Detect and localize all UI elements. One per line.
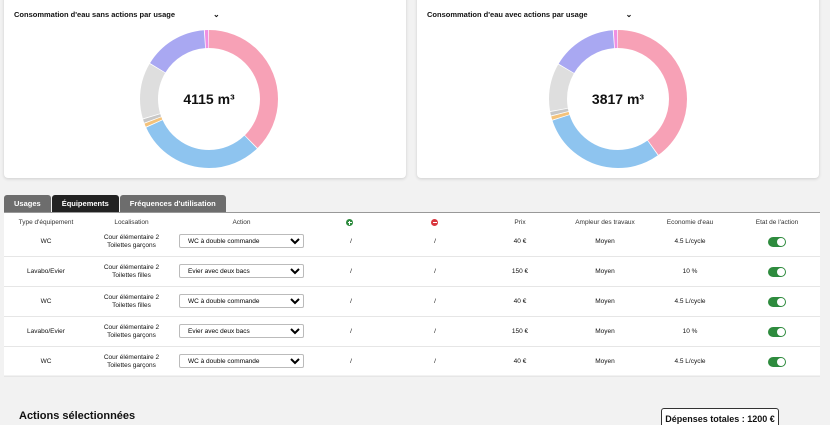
col-economie: Economie d'eau (666, 219, 714, 226)
table-row: Lavabo/Evier Cour élémentaire 2 Toilette… (4, 317, 820, 347)
cell-localisation-line2: Toilettes garçons (107, 361, 156, 369)
donut-segment-1[interactable] (549, 30, 687, 168)
cell-ampleur: Moyen (595, 268, 615, 275)
col-etat: Etat de l'action (755, 219, 799, 226)
minus-circle-icon (431, 219, 438, 226)
cell-plus: / (350, 328, 352, 335)
cell-localisation-line1: Cour élémentaire 2 (103, 264, 160, 271)
plus-circle-icon (346, 219, 353, 226)
cell-localisation-line2: Toilettes garçons (107, 331, 156, 339)
cell-localisation: Cour élémentaire 2 Toilettes garçons (89, 324, 174, 340)
cell-economie: 10 % (682, 328, 698, 335)
chart-title: Consommation d'eau avec actions par usag… (427, 10, 588, 19)
cell-type: WC (40, 298, 52, 305)
chevron-down-icon[interactable]: ⌄ (213, 10, 220, 19)
cell-economie: 4.5 L/cycle (674, 238, 706, 245)
cell-localisation-line2: Toilettes filles (112, 301, 151, 309)
chart-card-avec-actions: Consommation d'eau avec actions par usag… (417, 0, 819, 178)
tab-frequences[interactable]: Fréquences d'utilisation (119, 195, 226, 212)
cell-ampleur: Moyen (595, 298, 615, 305)
chart-header[interactable]: Consommation d'eau sans actions par usag… (14, 10, 220, 19)
chart-header[interactable]: Consommation d'eau avec actions par usag… (427, 10, 632, 19)
cell-type: Lavabo/Evier (27, 268, 65, 275)
cell-localisation-line2: Toilettes garçons (107, 241, 156, 249)
donut-segment-0[interactable] (140, 30, 278, 168)
action-toggle[interactable] (768, 327, 786, 337)
chart-card-sans-actions: Consommation d'eau sans actions par usag… (4, 0, 406, 178)
cell-minus: / (434, 268, 436, 275)
cell-localisation: Cour élémentaire 2 Toilettes filles (89, 264, 174, 280)
table-row: WC Cour élémentaire 2 Toilettes garçons … (4, 347, 820, 377)
donut-total: 4115 m³ (183, 91, 235, 107)
tab-equipements[interactable]: Équipements (51, 195, 119, 212)
col-localisation: Localisation (114, 219, 149, 226)
action-select[interactable]: WC à double commande (179, 234, 304, 248)
equipment-table: Type d'équipement Localisation Action Pr… (4, 212, 820, 377)
action-select[interactable]: WC à double commande (179, 294, 304, 308)
cell-economie: 4.5 L/cycle (674, 358, 706, 365)
donut-chart (549, 30, 687, 168)
chevron-down-icon[interactable]: ⌄ (625, 10, 633, 19)
selected-actions-title: Actions sélectionnées (19, 410, 136, 422)
cell-ampleur: Moyen (595, 358, 615, 365)
cell-ampleur: Moyen (595, 238, 615, 245)
action-toggle[interactable] (768, 237, 786, 247)
cell-minus: / (434, 328, 436, 335)
total-expenses-badge: Dépenses totales : 1200 € (661, 408, 779, 425)
cell-minus: / (434, 298, 436, 305)
cell-type: WC (40, 358, 52, 365)
action-select[interactable]: Evier avec deux bacs (179, 264, 304, 278)
cell-type: Lavabo/Evier (27, 328, 65, 335)
cell-economie: 4.5 L/cycle (674, 298, 706, 305)
action-toggle[interactable] (768, 297, 786, 307)
action-toggle[interactable] (768, 267, 786, 277)
chart-title: Consommation d'eau sans actions par usag… (14, 10, 175, 19)
cell-prix: 40 € (513, 298, 527, 305)
donut-chart (140, 30, 278, 168)
tab-usages[interactable]: Usages (4, 195, 51, 212)
table-row: WC Cour élémentaire 2 Toilettes filles W… (4, 287, 820, 317)
donut-segment-4[interactable] (549, 30, 687, 168)
tab-bar: Usages Équipements Fréquences d'utilisat… (4, 195, 227, 212)
action-select[interactable]: WC à double commande (179, 354, 304, 368)
table-header: Type d'équipement Localisation Action Pr… (4, 213, 820, 233)
cell-plus: / (350, 298, 352, 305)
col-prix: Prix (514, 219, 526, 226)
cell-minus: / (434, 358, 436, 365)
cell-minus: / (434, 238, 436, 245)
col-action: Action (232, 219, 251, 226)
cell-plus: / (350, 238, 352, 245)
cell-localisation: Cour élémentaire 2 Toilettes filles (89, 294, 174, 310)
cell-prix: 40 € (513, 358, 527, 365)
cell-localisation-line1: Cour élémentaire 2 (103, 294, 160, 301)
table-row: WC Cour élémentaire 2 Toilettes garçons … (4, 227, 820, 257)
cell-ampleur: Moyen (595, 328, 615, 335)
donut-segment-4[interactable] (140, 30, 278, 168)
cell-prix: 40 € (513, 238, 527, 245)
cell-localisation-line2: Toilettes filles (112, 271, 151, 279)
cell-prix: 150 € (511, 268, 529, 275)
table-row: Lavabo/Evier Cour élémentaire 2 Toilette… (4, 257, 820, 287)
col-ampleur: Ampleur des travaux (575, 219, 635, 226)
cell-localisation-line1: Cour élémentaire 2 (103, 354, 160, 361)
action-select[interactable]: Evier avec deux bacs (179, 324, 304, 338)
donut-segment-1[interactable] (140, 30, 278, 168)
donut-total: 3817 m³ (591, 91, 645, 107)
cell-localisation-line1: Cour élémentaire 2 (103, 324, 160, 331)
cell-plus: / (350, 268, 352, 275)
cell-plus: / (350, 358, 352, 365)
cell-localisation: Cour élémentaire 2 Toilettes garçons (89, 354, 174, 370)
col-type: Type d'équipement (18, 219, 74, 226)
action-toggle[interactable] (768, 357, 786, 367)
cell-localisation-line1: Cour élémentaire 2 (103, 234, 160, 241)
donut-segment-0[interactable] (549, 30, 687, 168)
cell-localisation: Cour élémentaire 2 Toilettes garçons (89, 234, 174, 250)
cell-type: WC (40, 238, 52, 245)
cell-economie: 10 % (682, 268, 698, 275)
cell-prix: 150 € (511, 328, 529, 335)
